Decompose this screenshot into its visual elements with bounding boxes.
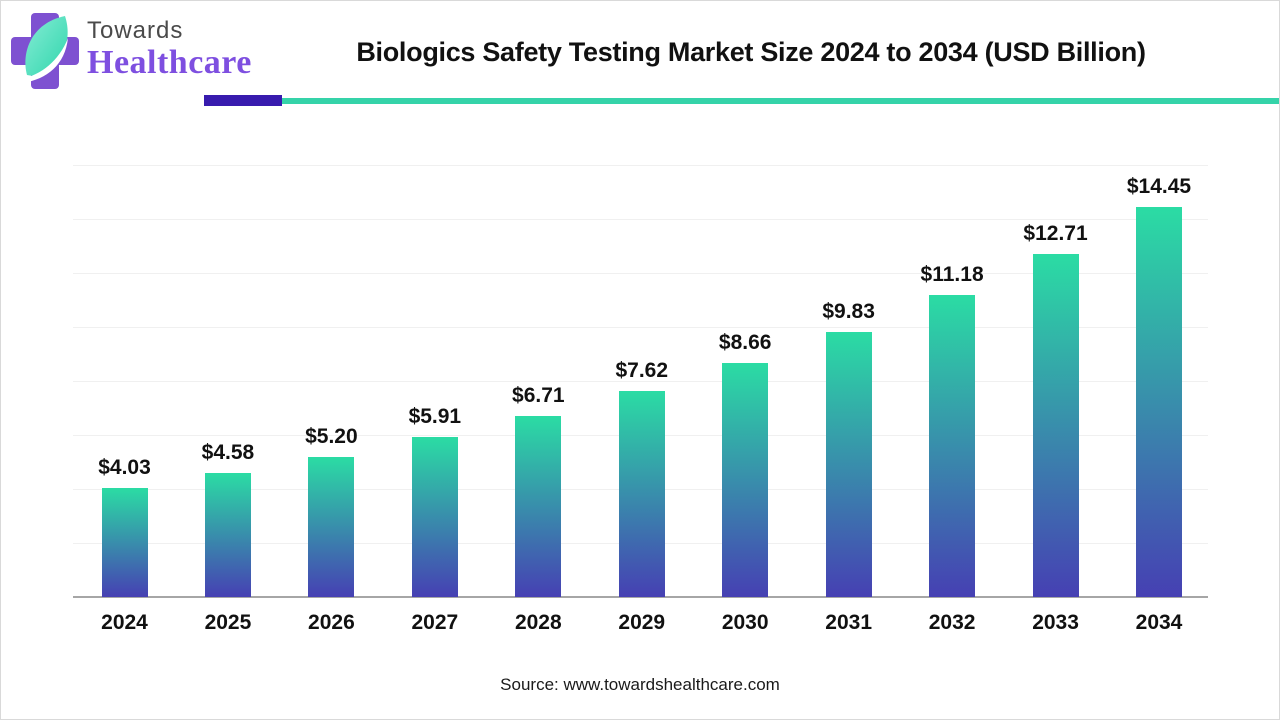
- bar-value-label: $4.58: [201, 441, 255, 465]
- bar-value-label: $11.18: [920, 263, 984, 287]
- gridline: [73, 327, 1208, 328]
- bar-value-label: $14.45: [1126, 174, 1192, 198]
- gridline: [73, 165, 1208, 166]
- x-axis-label: 2025: [204, 611, 252, 634]
- plot-area: $4.03 2024 $4.58 2025 $5.20 2026 $5.91 2027 $6.7…: [73, 165, 1208, 634]
- logo-healthcare-text: Healthcare: [87, 44, 252, 81]
- x-axis-line: [73, 596, 1208, 598]
- bar-value-label: $5.20: [305, 424, 358, 448]
- bar-2027: [411, 437, 458, 597]
- bar-2030: [722, 363, 769, 597]
- x-axis-label: 2029: [618, 611, 666, 634]
- logo-towards-text: Towards: [87, 17, 184, 44]
- bar-2025: [204, 473, 251, 597]
- gridline: [73, 273, 1208, 274]
- bar-2032: [929, 295, 976, 597]
- bar-value-label: $5.91: [408, 405, 462, 429]
- x-axis-label: 2034: [1135, 611, 1183, 634]
- x-axis-label: 2026: [308, 611, 355, 634]
- logo-cross-leaf-icon: [11, 13, 79, 89]
- bar-value-label: $12.71: [1023, 221, 1088, 245]
- bar-2028: [515, 415, 562, 597]
- x-axis-label: 2032: [928, 611, 976, 634]
- bar-2031: [825, 331, 872, 597]
- bar-value-label: $9.83: [822, 299, 875, 323]
- bar-2029: [618, 391, 665, 597]
- gridline: [73, 381, 1208, 382]
- bar-value-label: $7.62: [615, 359, 669, 383]
- bar-value-label: $8.66: [718, 331, 772, 355]
- bar-value-label: $4.03: [98, 456, 151, 480]
- gridline: [73, 219, 1208, 220]
- bar-value-label: $6.71: [512, 383, 565, 407]
- source-text: Source: www.towardshealthcare.com: [500, 675, 780, 694]
- header-accent-bar: [204, 95, 282, 106]
- logo-wordmark: Towards Healthcare: [87, 19, 252, 80]
- bar-2024: [101, 488, 148, 597]
- header-divider-line: [282, 98, 1279, 104]
- bar-2034: [1136, 206, 1182, 597]
- x-axis-label: 2031: [825, 611, 872, 634]
- chart-title: Biologics Safety Testing Market Size 202…: [356, 37, 1146, 67]
- bar-2033: [1032, 253, 1079, 597]
- x-axis-label: 2028: [514, 611, 562, 634]
- x-axis-label: 2033: [1032, 611, 1079, 634]
- bar-2026: [308, 456, 355, 597]
- x-axis-label: 2030: [721, 611, 769, 634]
- x-axis-label: 2027: [411, 611, 459, 634]
- logo: Towards Healthcare: [11, 11, 252, 89]
- x-axis-label: 2024: [101, 611, 148, 634]
